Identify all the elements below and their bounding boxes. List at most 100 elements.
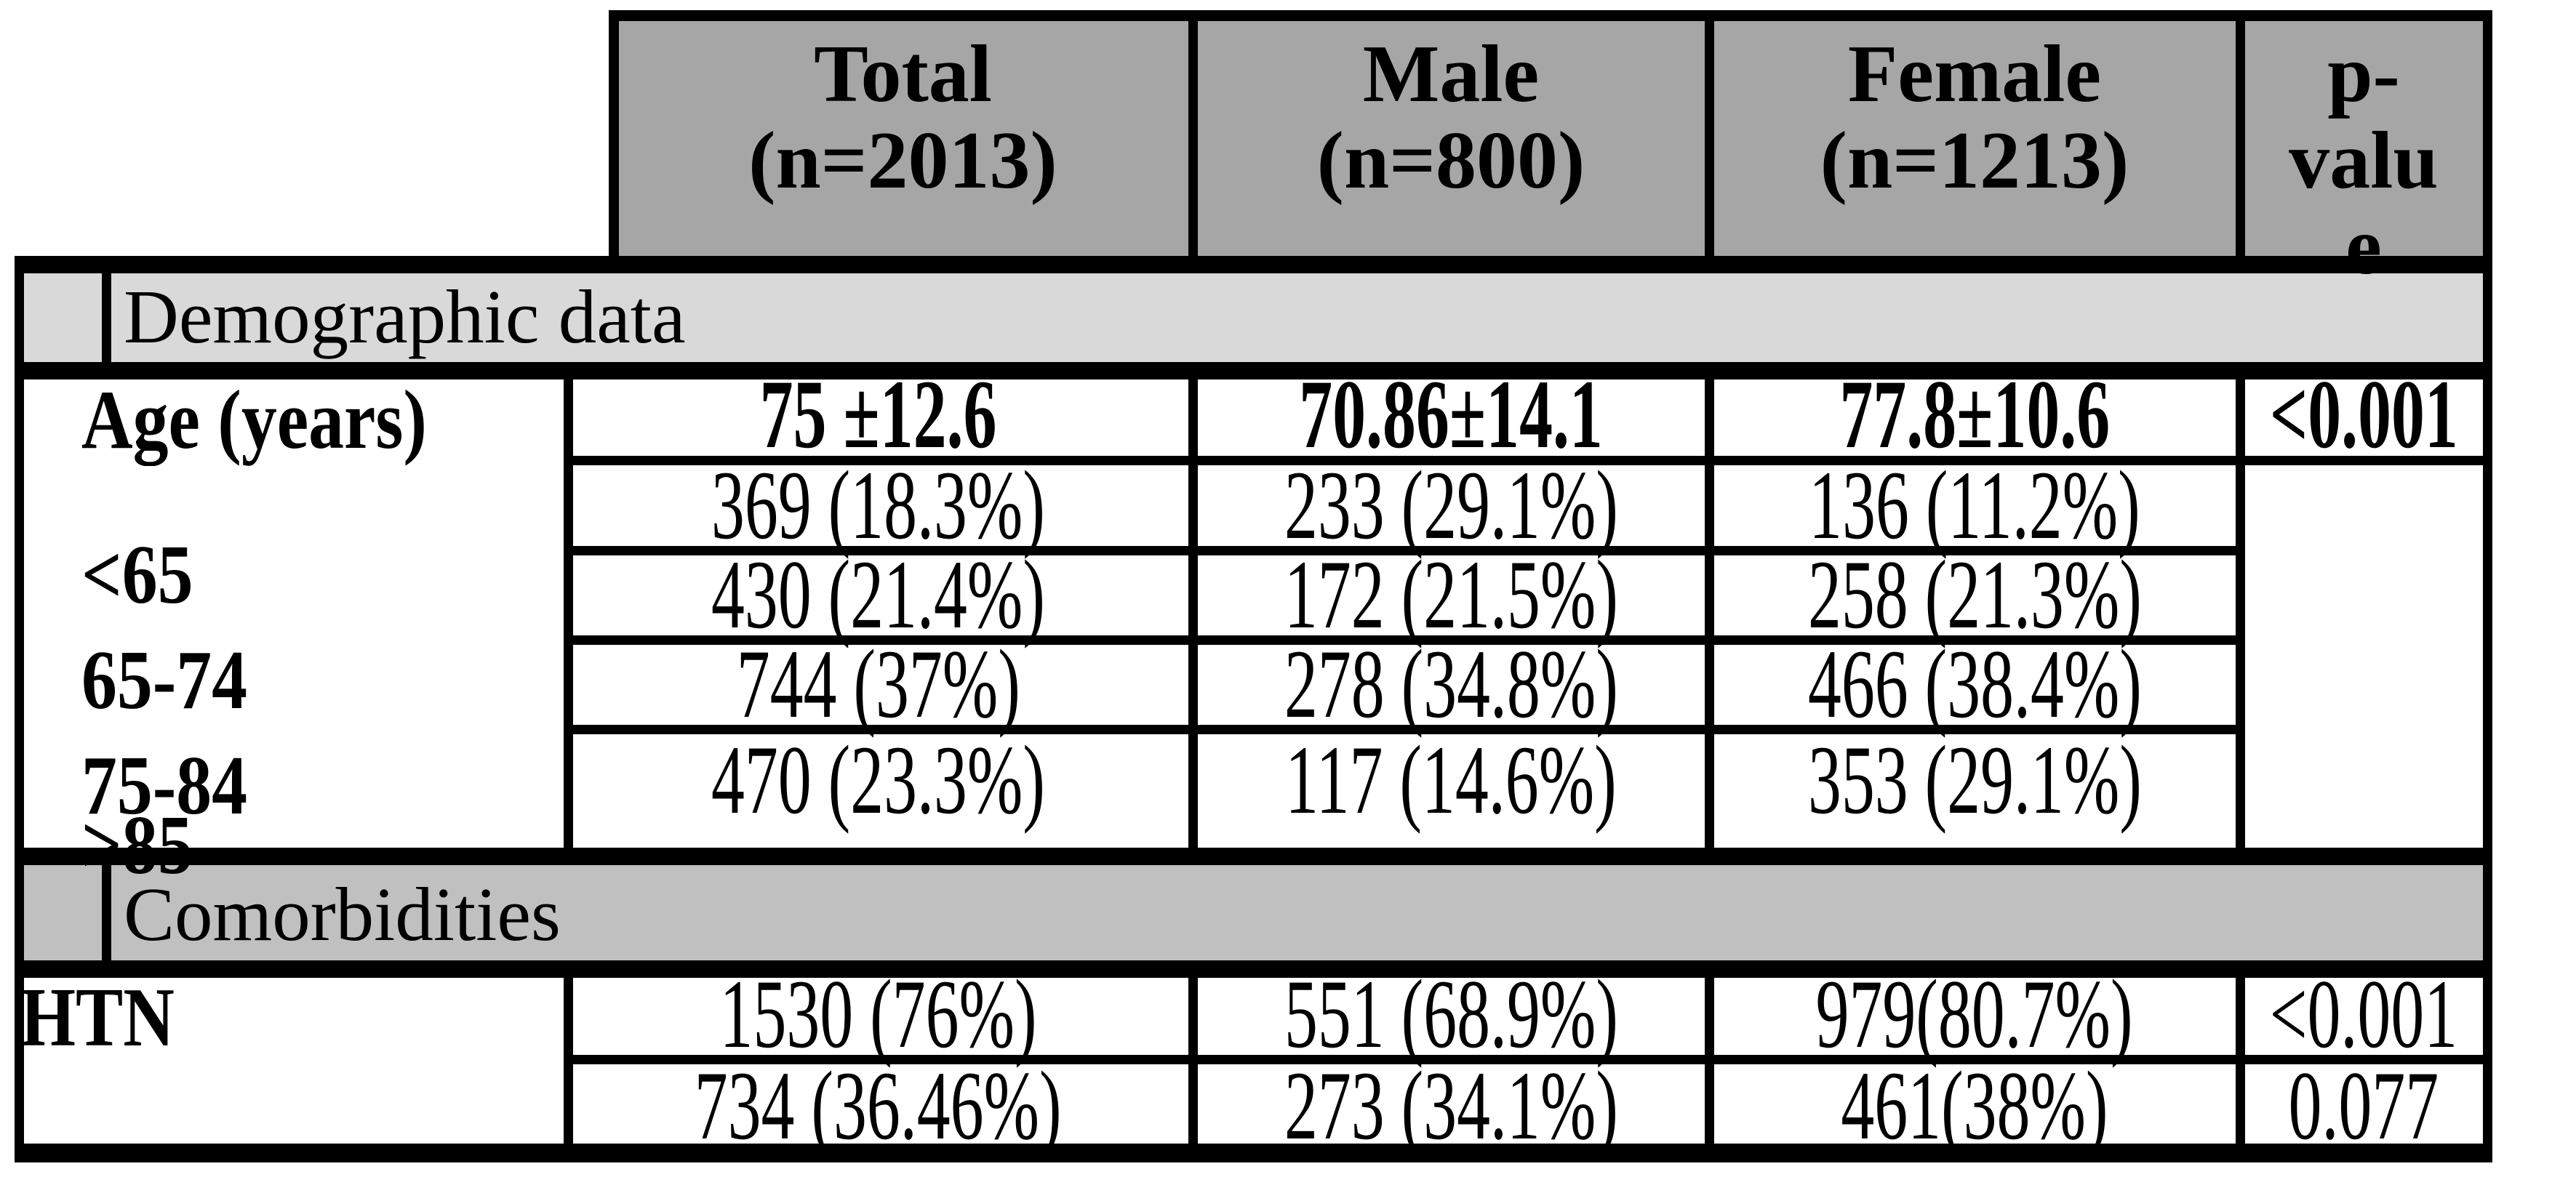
female-pvalue-border-header	[2236, 11, 2245, 262]
total-male-border-header	[1188, 11, 1198, 262]
header-pvalue-line3: e	[2345, 201, 2382, 292]
table-bottom-border	[15, 1144, 2492, 1162]
age-mean-male-value: 70.86±14.1	[1299, 360, 1603, 469]
cell-htn1-male: 551 (68.9%)	[1193, 960, 1709, 1069]
row-label-age-over-85: >85	[81, 799, 193, 891]
htn1-pvalue: <0.001	[2269, 960, 2458, 1069]
htn2-female-value: 461(38%)	[1841, 1051, 2108, 1160]
female-pvalue-border-age-rows	[2236, 371, 2245, 859]
cell-htn2-male: 273 (34.1%)	[1193, 1052, 1709, 1160]
male-female-border-header	[1705, 11, 1714, 262]
cell-htn2-total: 734 (36.46%)	[564, 1052, 1193, 1160]
age-mean-pvalue: <0.001	[2269, 360, 2458, 469]
demographic-band-tick-border	[102, 262, 111, 371]
cell-age3-total: 744 (37%)	[564, 630, 1193, 739]
header-cell-pvalue: p- valu e	[2240, 11, 2487, 290]
cell-age-mean-female: 77.8±10.6	[1709, 361, 2240, 469]
age1-male-value: 233 (29.1%)	[1284, 451, 1618, 560]
cell-age-mean-male: 70.86±14.1	[1193, 361, 1709, 469]
age-mean-row-bottom-border	[564, 456, 2492, 465]
comorbidities-band-label: Comorbidities	[124, 872, 561, 957]
header-male-n: (n=800)	[1316, 115, 1585, 206]
age-row3-bottom-border	[564, 725, 2245, 734]
female-pvalue-border-htn-rows	[2236, 969, 2245, 1152]
table-top-border	[609, 10, 2492, 21]
age2-total-value: 430 (21.4%)	[711, 541, 1045, 649]
demographic-band-bottom-border	[15, 362, 2492, 379]
age-row1-bottom-border	[564, 546, 2245, 555]
cell-htn2-female: 461(38%)	[1709, 1052, 2240, 1160]
comorbidities-band-tick-border	[102, 859, 111, 969]
comorbidities-band-top-border	[15, 848, 2492, 865]
cell-age2-female: 258 (21.3%)	[1709, 541, 2240, 649]
male-female-border-age-rows	[1705, 371, 1714, 859]
total-male-border-htn-rows	[1188, 969, 1198, 1152]
header-pvalue-cell-bg	[2240, 11, 2487, 262]
header-female-n: (n=1213)	[1820, 115, 2129, 206]
age2-female-value: 258 (21.3%)	[1807, 541, 2142, 649]
section-title-comorbidities: Comorbidities	[124, 859, 561, 969]
comorbidities-band-bg	[15, 856, 2487, 973]
age1-total-value: 369 (18.3%)	[711, 451, 1045, 560]
cell-age4-male: 117 (14.6%)	[1193, 726, 1709, 835]
cell-age1-total: 369 (18.3%)	[564, 451, 1193, 560]
age4-female-value: 353 (29.1%)	[1807, 726, 2142, 835]
cell-age-mean-pvalue: <0.001	[2240, 361, 2487, 469]
male-female-border-htn-rows	[1705, 969, 1714, 1152]
header-pvalue-line1: p-	[2327, 29, 2400, 119]
header-total-cell-bg	[613, 11, 1193, 262]
age3-total-value: 744 (37%)	[736, 630, 1020, 739]
header-total-label: Total	[814, 29, 992, 119]
label-column-border-age-rows	[564, 371, 573, 859]
cell-age1-male: 233 (29.1%)	[1193, 451, 1709, 560]
row-label-htn: HTN	[20, 971, 175, 1064]
row-label-age: Age (years)	[81, 374, 427, 466]
header-male-cell-bg	[1193, 11, 1709, 262]
cell-age1-female: 136 (11.2%)	[1709, 451, 2240, 560]
header-male-label: Male	[1362, 29, 1540, 119]
row-label-age-under-65: <65	[81, 529, 193, 621]
table-right-border	[2483, 10, 2492, 1162]
header-bottom-border	[15, 256, 2492, 273]
header-cell-male: Male (n=800)	[1193, 11, 1709, 262]
htn1-female-value: 979(80.7%)	[1816, 960, 2133, 1069]
header-cell-female: Female (n=1213)	[1709, 11, 2240, 262]
htn2-male-value: 273 (34.1%)	[1284, 1051, 1618, 1160]
row-label-age-65-74: 65-74	[81, 634, 248, 726]
cell-htn1-female: 979(80.7%)	[1709, 960, 2240, 1069]
demographic-band-bg	[15, 256, 2487, 379]
cell-age2-total: 430 (21.4%)	[564, 541, 1193, 649]
header-total-n: (n=2013)	[748, 115, 1057, 206]
age3-male-value: 278 (34.8%)	[1284, 630, 1618, 739]
header-female-label: Female	[1847, 29, 2102, 119]
age3-female-value: 466 (38.4%)	[1807, 630, 2142, 739]
header-cell-total: Total (n=2013)	[613, 11, 1193, 262]
demographic-band-label: Demographic data	[124, 273, 686, 359]
total-male-border-age-rows	[1188, 371, 1198, 859]
cell-age3-male: 278 (34.8%)	[1193, 630, 1709, 739]
cell-htn1-total: 1530 (76%)	[564, 960, 1193, 1069]
section-title-demographic: Demographic data	[124, 262, 686, 371]
cell-age3-female: 466 (38.4%)	[1709, 630, 2240, 739]
htn2-total-value: 734 (36.46%)	[695, 1051, 1062, 1160]
row-label-age-75-84: 75-84	[81, 739, 248, 832]
cell-age4-total: 470 (23.3%)	[564, 726, 1193, 835]
age-row2-bottom-border	[564, 635, 2245, 645]
comorbidities-band-bottom-border	[15, 960, 2492, 978]
age4-total-value: 470 (23.3%)	[711, 726, 1045, 835]
header-left-border	[609, 11, 619, 262]
header-female-cell-bg	[1709, 11, 2240, 262]
age-mean-total-value: 75 ±12.6	[759, 360, 997, 469]
cell-age2-male: 172 (21.5%)	[1193, 541, 1709, 649]
header-pvalue-line2: valu	[2289, 115, 2439, 206]
htn1-total-value: 1530 (76%)	[719, 960, 1037, 1069]
cell-htn1-pvalue: <0.001	[2240, 960, 2487, 1069]
age1-female-value: 136 (11.2%)	[1809, 451, 2140, 560]
age4-male-value: 117 (14.6%)	[1285, 726, 1617, 835]
htn2-pvalue: 0.077	[2288, 1051, 2439, 1160]
htn1-male-value: 551 (68.9%)	[1284, 960, 1618, 1069]
table-left-border	[15, 256, 24, 1162]
htn-row1-bottom-border	[564, 1055, 2492, 1064]
